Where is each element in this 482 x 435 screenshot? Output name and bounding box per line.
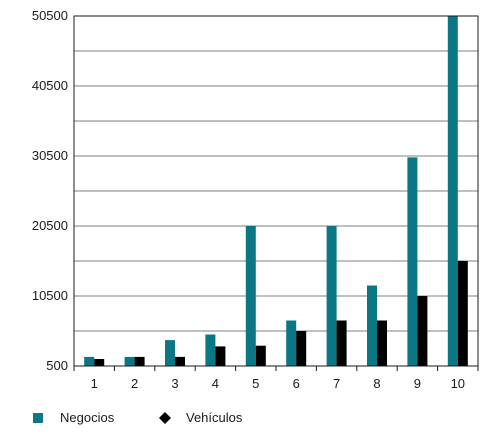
y-tick-labels: 500 10500 20500 30500 40500 50500 [32, 8, 68, 373]
legend-marker-negocios [33, 413, 43, 423]
bar-negocios-6 [286, 320, 297, 366]
bar-negocios-1 [84, 356, 95, 366]
legend-label-vehiculos: Vehículos [186, 410, 243, 425]
x-tick-label: 1 [91, 376, 98, 391]
y-tick-label: 50500 [32, 8, 68, 23]
legend-label-negocios: Negocios [60, 410, 115, 425]
bar-negocios-5 [245, 226, 256, 366]
x-tick-label: 7 [333, 376, 340, 391]
bar-vehiculos-7 [336, 320, 347, 366]
bar-negocios-10 [447, 16, 458, 366]
x-tick-label: 8 [373, 376, 380, 391]
x-tick-label: 3 [171, 376, 178, 391]
legend-marker-vehiculos [159, 412, 171, 424]
y-tick-label: 10500 [32, 288, 68, 303]
y-tick-label: 40500 [32, 78, 68, 93]
bar-vehiculos-2 [134, 356, 145, 366]
bar-vehiculos-8 [377, 320, 387, 366]
grid-lines [74, 50, 478, 332]
x-tick-label: 4 [212, 376, 219, 391]
bar-negocios-7 [326, 226, 337, 366]
legend: Negocios Vehículos [33, 410, 243, 425]
bar-vehiculos-1 [94, 359, 105, 366]
x-tick-label: 9 [414, 376, 421, 391]
bar-vehiculos-10 [457, 261, 468, 366]
bar-vehiculos-3 [175, 356, 185, 366]
bar-negocios-9 [407, 157, 418, 366]
y-tick-label: 30500 [32, 148, 68, 163]
bar-vehiculos-4 [215, 346, 226, 366]
y-tick-label: 500 [46, 358, 68, 373]
bar-negocios-2 [124, 356, 135, 366]
x-tick-label: 6 [293, 376, 300, 391]
x-tick-label: 10 [451, 376, 465, 391]
axes [73, 15, 479, 371]
bar-vehiculos-6 [296, 331, 307, 366]
bar-negocios-3 [165, 340, 175, 366]
x-tick-labels: 1 2 3 4 5 6 7 8 9 10 [91, 376, 465, 391]
x-tick-label: 5 [252, 376, 259, 391]
bar-vehiculos-9 [417, 296, 428, 366]
bar-negocios-4 [205, 334, 216, 366]
bar-negocios-8 [367, 285, 377, 366]
bars [84, 16, 468, 366]
x-tick-label: 2 [131, 376, 138, 391]
y-tick-label: 20500 [32, 218, 68, 233]
bar-vehiculos-5 [255, 345, 266, 366]
